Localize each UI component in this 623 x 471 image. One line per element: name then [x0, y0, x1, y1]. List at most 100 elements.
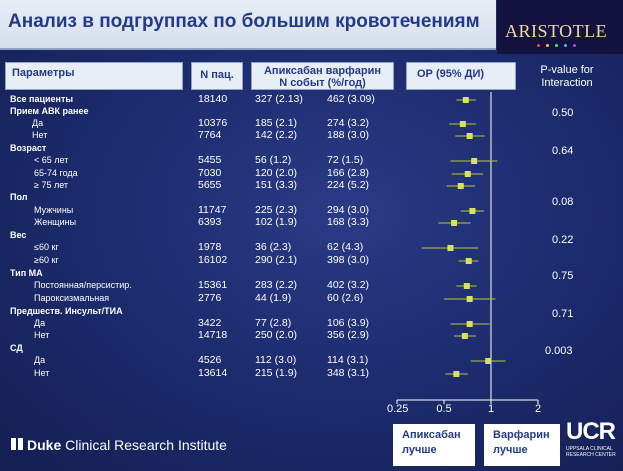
row-warfarin: 398 (3.0) — [327, 254, 370, 266]
header-pvalue-line2: Interaction — [541, 77, 593, 89]
row-apixaban: 225 (2.3) — [255, 204, 298, 216]
or-marker — [462, 97, 469, 103]
pvalue: 0.003 — [545, 345, 573, 357]
header-pvalue-line1: P-value for — [540, 64, 594, 76]
row-n: 16102 — [198, 254, 228, 266]
row-n: 18140 — [198, 93, 228, 105]
row-label: 65-74 года — [34, 168, 78, 178]
duke-brand: Duke — [27, 437, 62, 453]
row-label: Да — [34, 318, 46, 328]
favors-warfarin-box: Варфарин лучше — [484, 424, 560, 466]
favors-warfarin-line1: Варфарин — [493, 429, 550, 441]
x-tick-label: 0.5 — [436, 403, 452, 415]
or-marker — [471, 158, 478, 164]
logo-wordmark: ARISTOTLE — [505, 21, 608, 41]
favors-warfarin-line2: лучше — [493, 444, 528, 456]
pvalue: 0.64 — [552, 145, 574, 157]
row-apixaban: 250 (2.0) — [255, 329, 298, 341]
row-n: 7764 — [198, 129, 222, 141]
pvalue: 0.71 — [552, 308, 574, 320]
or-marker — [464, 171, 471, 177]
row-n: 3422 — [198, 317, 222, 329]
row-n: 10376 — [198, 117, 228, 129]
or-marker — [447, 245, 454, 251]
ucr-logo: UCR UPPSALA CLINICAL RESEARCH CENTER — [566, 418, 616, 458]
row-label: Мужчины — [34, 205, 74, 215]
or-marker — [466, 321, 473, 327]
row-apixaban: 102 (1.9) — [255, 216, 298, 228]
row-n: 5655 — [198, 179, 222, 191]
row-label: ≤60 кг — [34, 242, 59, 252]
pvalue: 0.75 — [552, 270, 574, 282]
row-n: 11747 — [198, 204, 227, 216]
row-label: Пароксизмальная — [34, 293, 110, 303]
row-apixaban: 290 (2.1) — [255, 254, 298, 266]
ucr-line2: RESEARCH CENTER — [566, 452, 616, 458]
header-n-patients: N пац. — [191, 62, 243, 90]
title-banner: Анализ в подгруппах по большим кровотече… — [0, 0, 496, 50]
row-warfarin: 294 (3.0) — [327, 204, 370, 216]
row-warfarin: 274 (3.2) — [327, 117, 370, 129]
row-apixaban: 215 (1.9) — [255, 367, 298, 379]
pvalue: 0.50 — [552, 107, 574, 119]
row-label: Нет — [34, 330, 50, 340]
row-label: ≥60 кг — [34, 255, 59, 265]
row-apixaban: 283 (2.2) — [255, 279, 298, 291]
row-apixaban: 56 (1.2) — [255, 154, 292, 166]
row-warfarin: 72 (1.5) — [327, 154, 364, 166]
row-warfarin: 106 (3.9) — [327, 317, 370, 329]
header-events-line2: N событ (%/год) — [279, 77, 366, 89]
header-pvalue: P-value for Interaction — [517, 64, 617, 90]
row-n: 7030 — [198, 167, 222, 179]
row-apixaban: 112 (3.0) — [255, 354, 297, 366]
row-apixaban: 36 (2.3) — [255, 241, 292, 253]
row-label: Предшеств. Инсульт/ТИА — [10, 306, 123, 316]
header-or-ci: ОР (95% ДИ) — [406, 62, 516, 90]
x-tick-label: 0.25 — [387, 403, 409, 415]
or-marker — [451, 220, 458, 226]
row-label: Тип МА — [10, 268, 43, 278]
row-warfarin: 462 (3.09) — [327, 93, 375, 105]
row-label: Женщины — [34, 217, 77, 227]
row-apixaban: 120 (2.0) — [255, 167, 298, 179]
row-apixaban: 151 (3.3) — [255, 179, 298, 191]
row-n: 2776 — [198, 292, 222, 304]
row-n: 13614 — [198, 367, 228, 379]
row-n: 5455 — [198, 154, 222, 166]
row-warfarin: 402 (3.2) — [327, 279, 370, 291]
or-marker — [466, 296, 473, 302]
row-apixaban: 327 (2.13) — [255, 93, 303, 105]
row-n: 4526 — [198, 354, 222, 366]
row-apixaban: 77 (2.8) — [255, 317, 292, 329]
row-warfarin: 224 (5.2) — [327, 179, 370, 191]
row-n: 14718 — [198, 329, 228, 341]
row-apixaban: 44 (1.9) — [255, 292, 292, 304]
logo-dots — [537, 44, 576, 47]
row-warfarin: 356 (2.9) — [327, 329, 370, 341]
row-label: СД — [10, 343, 23, 353]
or-marker — [461, 333, 468, 339]
row-label: Нет — [34, 368, 50, 378]
x-tick-label: 1 — [487, 403, 495, 415]
row-label: Да — [34, 355, 46, 365]
x-tick-label: 2 — [534, 403, 542, 415]
header-events-line1: Апиксабан варфарин — [263, 65, 381, 77]
or-marker — [485, 358, 492, 364]
or-marker — [465, 258, 472, 264]
duke-emblem-icon — [11, 438, 23, 450]
ucr-line1: UPPSALA CLINICAL — [566, 446, 613, 452]
or-marker — [457, 183, 464, 189]
row-n: 6393 — [198, 216, 222, 228]
favors-apixaban-box: Апиксабан лучше — [393, 424, 475, 466]
row-label: Постоянная/персистир. — [34, 280, 132, 290]
row-label: Да — [32, 118, 44, 128]
row-warfarin: 168 (3.3) — [327, 216, 370, 228]
or-marker — [463, 283, 470, 289]
duke-name: Clinical Research Institute — [61, 437, 227, 453]
header-events: Апиксабан варфарин N событ (%/год) — [251, 62, 394, 90]
pvalue: 0.22 — [552, 234, 574, 246]
pvalue: 0.08 — [552, 196, 574, 208]
row-label: Пол — [10, 192, 28, 202]
row-warfarin: 166 (2.8) — [327, 167, 370, 179]
